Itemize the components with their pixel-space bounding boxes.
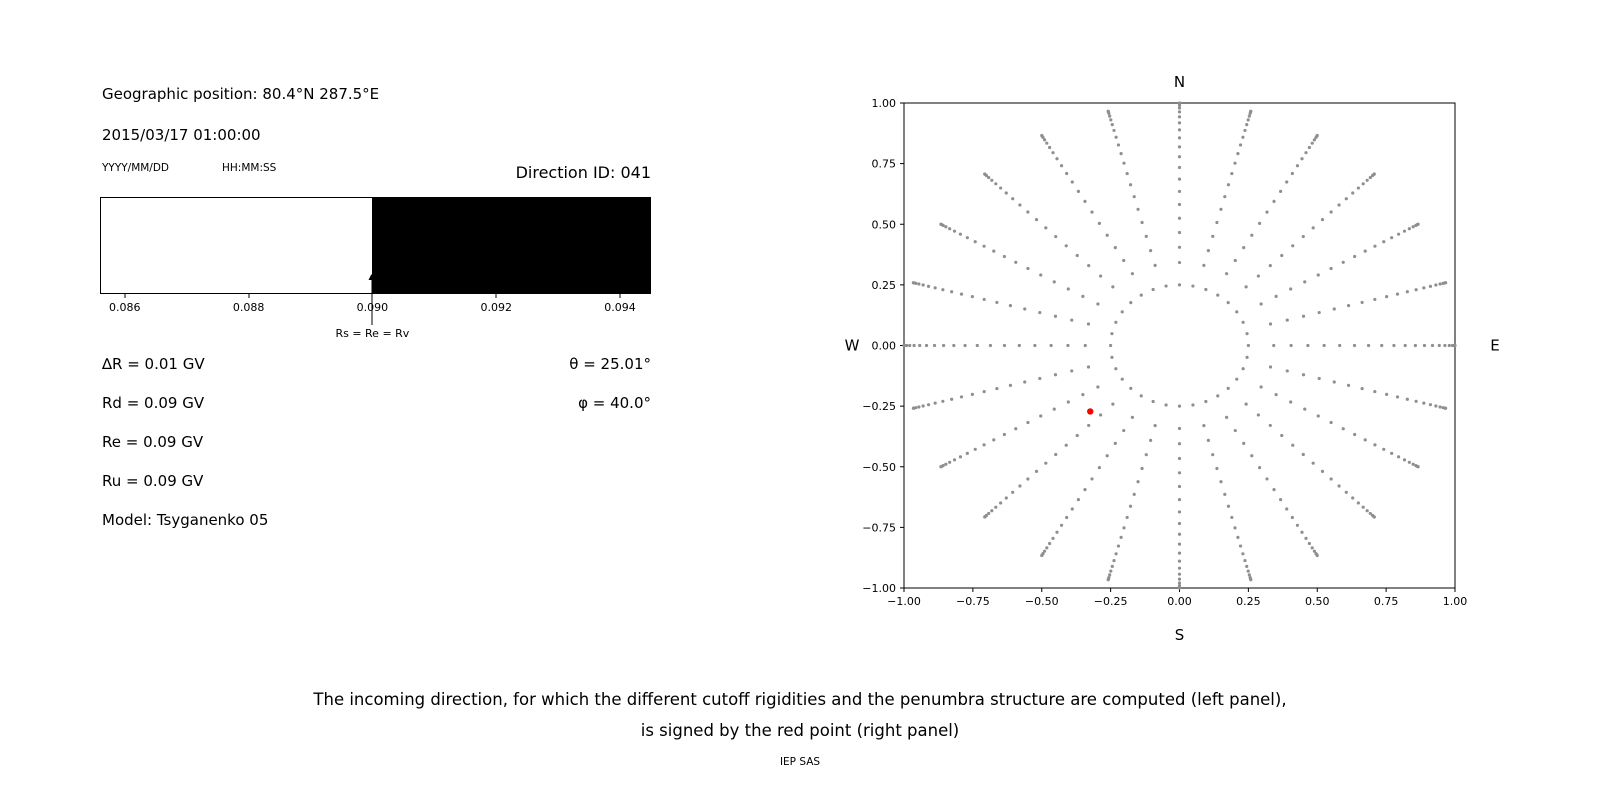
x-tick-label: 0.092 — [480, 301, 512, 314]
forbidden-band — [372, 198, 650, 293]
x-tick-mark — [619, 294, 621, 298]
x-tick-mark — [124, 294, 126, 298]
delta-r-value: ∆R = 0.01 GV — [102, 355, 205, 373]
plot-axes: −1.00 −0.75 −0.50 −0.25 0.00 0.25 0.50 0.75 1.00… — [862, 97, 1467, 608]
y-tick-label: −0.50 — [862, 461, 896, 474]
y-tick-label: 0.25 — [872, 279, 897, 292]
x-tick-label: 0.088 — [232, 301, 265, 314]
x-tick-mark — [495, 294, 497, 298]
x-tick-label: 0.086 — [109, 301, 141, 314]
x-tick-mark — [371, 294, 373, 298]
cutoff-values-list: ∆R = 0.01 GV Rd = 0.09 GV Re = 0.09 GV R… — [102, 345, 268, 540]
y-tick-label: 0.00 — [872, 340, 897, 353]
penumbra-chart: 0.086 0.088 0.090 0.092 0.094 Rs = Re = Rv — [100, 197, 651, 367]
x-tick-mark — [248, 294, 250, 298]
x-tick-label: −1.00 — [887, 595, 921, 608]
y-tick-label: 0.50 — [872, 218, 897, 231]
caption-line-2: is signed by the red point (right panel) — [640, 721, 960, 740]
phi-value: φ = 40.0° — [578, 394, 651, 412]
x-tick-label: 0.090 — [356, 301, 389, 314]
compass-east-label: E — [1490, 337, 1499, 355]
x-tick-label: 0.75 — [1374, 595, 1399, 608]
y-tick-label: 1.00 — [872, 97, 897, 110]
model-label: Model: Tsyganenko 05 — [102, 511, 269, 529]
x-tick-label: 1.00 — [1443, 595, 1468, 608]
red-direction-point — [1087, 408, 1094, 415]
y-tick-label: −1.00 — [862, 582, 896, 595]
allowed-band — [101, 198, 373, 293]
ru-value: Ru = 0.09 GV — [102, 472, 204, 490]
x-tick-label: −0.50 — [1025, 595, 1059, 608]
y-tick-label: −0.25 — [862, 400, 896, 413]
asymptotic-grid-dots — [902, 101, 1457, 590]
geo-position-label: Geographic position: 80.4°N 287.5°E — [102, 85, 380, 103]
time-format-label: HH:MM:SS — [222, 162, 277, 174]
y-tick-label: −0.75 — [862, 521, 896, 534]
rd-value: Rd = 0.09 GV — [102, 394, 205, 412]
compass-west-label: W — [845, 337, 860, 355]
compass-south-label: S — [1175, 626, 1185, 643]
direction-id-label: Direction ID: 041 — [515, 163, 651, 182]
direction-plot: −1.00 −0.75 −0.50 −0.25 0.00 0.25 0.50 0.75 1.00… — [845, 73, 1500, 643]
compass-north-label: N — [1174, 73, 1185, 91]
x-tick-label: 0.50 — [1305, 595, 1330, 608]
x-tick-label: −0.75 — [956, 595, 990, 608]
penumbra-x-axis: 0.086 0.088 0.090 0.092 0.094 — [100, 294, 651, 324]
annotation-label: Rs = Re = Rv — [335, 327, 410, 340]
caption-line-1: The incoming direction, for which the di… — [313, 690, 1287, 709]
x-tick-label: 0.25 — [1236, 595, 1261, 608]
credit-label: IEP SAS — [779, 756, 821, 768]
datetime-label: 2015/03/17 01:00:00 — [102, 126, 261, 144]
x-tick-label: −0.25 — [1094, 595, 1128, 608]
re-value: Re = 0.09 GV — [102, 433, 204, 451]
x-tick-label: 0.00 — [1167, 595, 1192, 608]
penumbra-bar — [100, 197, 651, 294]
theta-value: θ = 25.01° — [569, 355, 651, 373]
direction-angles: θ = 25.01° φ = 40.0° — [500, 345, 651, 423]
y-tick-label: 0.75 — [872, 158, 897, 171]
x-tick-label: 0.094 — [604, 301, 636, 314]
date-format-label: YYYY/MM/DD — [102, 162, 170, 174]
